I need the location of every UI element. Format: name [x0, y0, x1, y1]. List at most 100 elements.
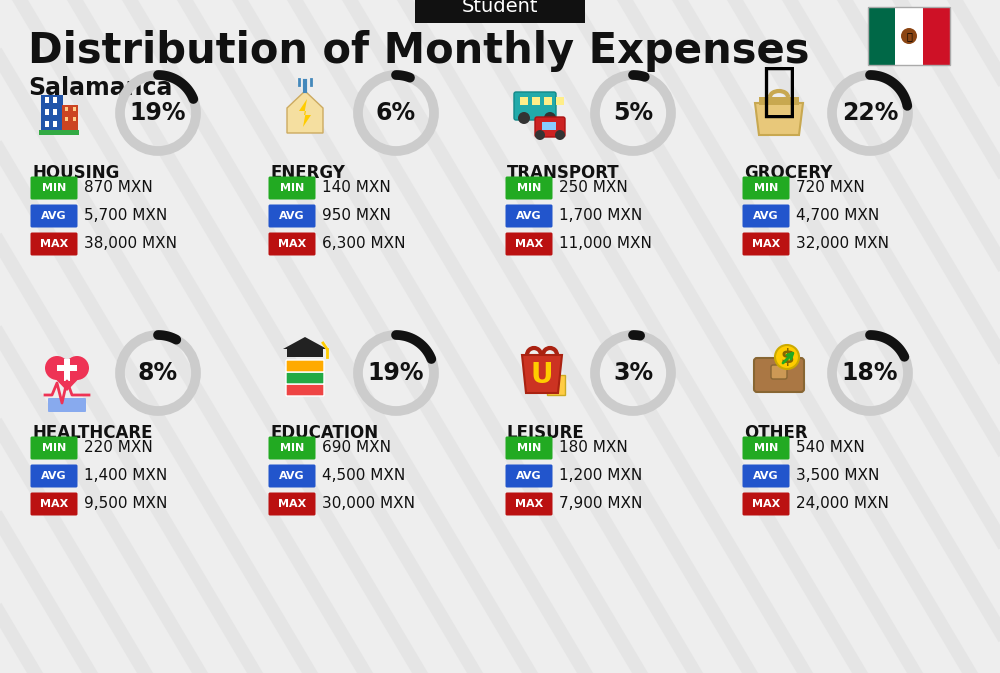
Text: MAX: MAX — [278, 499, 306, 509]
Text: U: U — [531, 361, 553, 389]
Text: 11,000 MXN: 11,000 MXN — [559, 236, 652, 252]
Text: 19%: 19% — [130, 101, 186, 125]
Circle shape — [535, 130, 545, 140]
FancyBboxPatch shape — [287, 349, 323, 357]
Text: 5%: 5% — [613, 101, 653, 125]
FancyBboxPatch shape — [532, 97, 540, 105]
Text: 250 MXN: 250 MXN — [559, 180, 628, 195]
Text: 690 MXN: 690 MXN — [322, 441, 391, 456]
FancyBboxPatch shape — [868, 7, 895, 65]
Text: 4,700 MXN: 4,700 MXN — [796, 209, 879, 223]
Text: 38,000 MXN: 38,000 MXN — [84, 236, 177, 252]
Text: MIN: MIN — [754, 443, 778, 453]
Text: $: $ — [780, 347, 794, 367]
FancyBboxPatch shape — [57, 365, 77, 371]
FancyBboxPatch shape — [30, 232, 78, 256]
FancyBboxPatch shape — [742, 176, 790, 199]
FancyBboxPatch shape — [268, 232, 316, 256]
Text: MAX: MAX — [40, 239, 68, 249]
FancyBboxPatch shape — [535, 117, 565, 137]
Text: AVG: AVG — [753, 471, 779, 481]
Text: MIN: MIN — [754, 183, 778, 193]
Text: 180 MXN: 180 MXN — [559, 441, 628, 456]
Text: 3%: 3% — [613, 361, 653, 385]
FancyBboxPatch shape — [923, 7, 950, 65]
Text: 950 MXN: 950 MXN — [322, 209, 391, 223]
Circle shape — [45, 356, 69, 380]
Text: 1,700 MXN: 1,700 MXN — [559, 209, 642, 223]
Text: GROCERY: GROCERY — [744, 164, 832, 182]
FancyBboxPatch shape — [268, 205, 316, 227]
Text: HEALTHCARE: HEALTHCARE — [32, 424, 152, 442]
Text: 30,000 MXN: 30,000 MXN — [322, 497, 415, 511]
Circle shape — [544, 112, 556, 124]
Text: Student: Student — [462, 0, 538, 17]
Text: 870 MXN: 870 MXN — [84, 180, 153, 195]
FancyBboxPatch shape — [286, 384, 324, 396]
FancyBboxPatch shape — [73, 107, 76, 111]
FancyBboxPatch shape — [64, 359, 70, 381]
FancyBboxPatch shape — [506, 232, 552, 256]
Circle shape — [901, 28, 917, 44]
Circle shape — [65, 356, 89, 380]
Text: EDUCATION: EDUCATION — [270, 424, 378, 442]
Polygon shape — [299, 99, 311, 127]
FancyBboxPatch shape — [520, 97, 528, 105]
Text: 22%: 22% — [842, 101, 898, 125]
FancyBboxPatch shape — [73, 117, 76, 121]
Text: AVG: AVG — [279, 211, 305, 221]
Polygon shape — [755, 103, 803, 135]
Text: 24,000 MXN: 24,000 MXN — [796, 497, 889, 511]
FancyBboxPatch shape — [286, 372, 324, 384]
FancyBboxPatch shape — [556, 97, 564, 105]
FancyBboxPatch shape — [39, 130, 79, 135]
FancyBboxPatch shape — [514, 92, 556, 120]
Text: 720 MXN: 720 MXN — [796, 180, 865, 195]
FancyBboxPatch shape — [506, 176, 552, 199]
Text: 540 MXN: 540 MXN — [796, 441, 865, 456]
FancyBboxPatch shape — [506, 437, 552, 460]
FancyBboxPatch shape — [30, 176, 78, 199]
FancyBboxPatch shape — [268, 176, 316, 199]
FancyBboxPatch shape — [754, 358, 804, 392]
Text: MIN: MIN — [280, 443, 304, 453]
FancyBboxPatch shape — [415, 0, 585, 23]
FancyBboxPatch shape — [30, 464, 78, 487]
Text: HOUSING: HOUSING — [32, 164, 119, 182]
Polygon shape — [522, 355, 562, 393]
Text: AVG: AVG — [41, 471, 67, 481]
FancyBboxPatch shape — [547, 375, 565, 395]
FancyBboxPatch shape — [286, 360, 324, 372]
Text: 6%: 6% — [376, 101, 416, 125]
Text: MIN: MIN — [280, 183, 304, 193]
FancyBboxPatch shape — [65, 107, 68, 111]
Text: MAX: MAX — [515, 239, 543, 249]
FancyBboxPatch shape — [30, 437, 78, 460]
Text: 220 MXN: 220 MXN — [84, 441, 153, 456]
FancyBboxPatch shape — [544, 97, 552, 105]
Text: MAX: MAX — [40, 499, 68, 509]
Circle shape — [775, 345, 799, 369]
FancyBboxPatch shape — [506, 464, 552, 487]
FancyBboxPatch shape — [268, 437, 316, 460]
FancyBboxPatch shape — [268, 464, 316, 487]
Text: MIN: MIN — [517, 443, 541, 453]
FancyBboxPatch shape — [65, 117, 68, 121]
FancyBboxPatch shape — [45, 97, 49, 103]
FancyBboxPatch shape — [742, 493, 790, 516]
Text: MIN: MIN — [42, 443, 66, 453]
FancyBboxPatch shape — [53, 121, 57, 127]
Text: MIN: MIN — [42, 183, 66, 193]
FancyBboxPatch shape — [30, 205, 78, 227]
Circle shape — [555, 130, 565, 140]
FancyBboxPatch shape — [742, 437, 790, 460]
Polygon shape — [45, 368, 89, 391]
FancyBboxPatch shape — [53, 109, 57, 115]
Text: MIN: MIN — [517, 183, 541, 193]
Text: MAX: MAX — [752, 239, 780, 249]
Text: 3,500 MXN: 3,500 MXN — [796, 468, 879, 483]
Text: AVG: AVG — [41, 211, 67, 221]
Text: 1,400 MXN: 1,400 MXN — [84, 468, 167, 483]
Text: 🦅: 🦅 — [906, 31, 912, 41]
FancyBboxPatch shape — [771, 365, 787, 379]
